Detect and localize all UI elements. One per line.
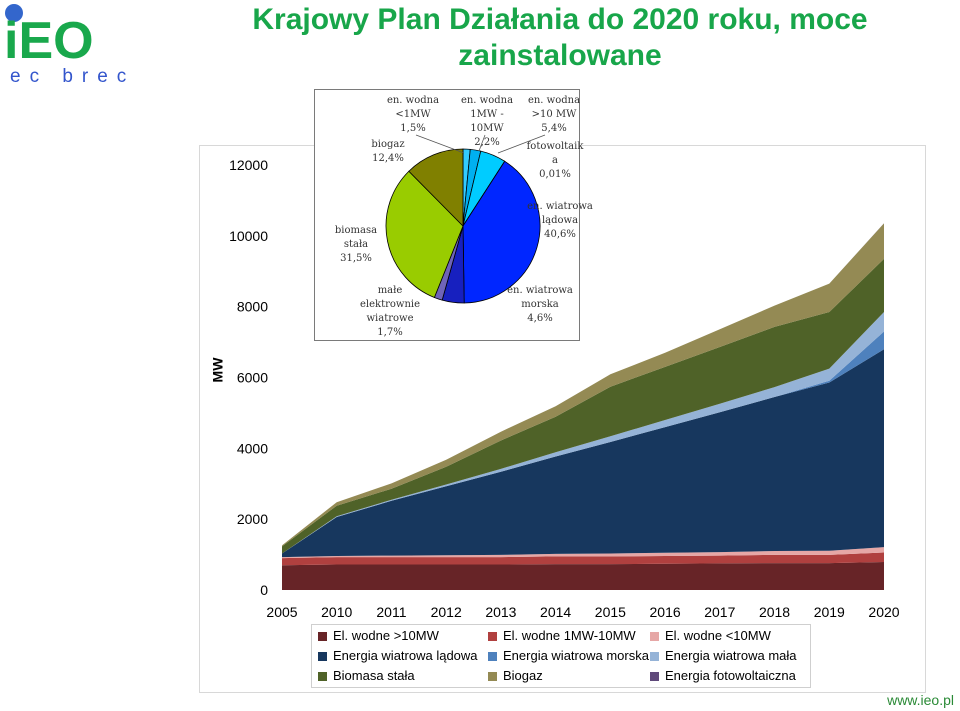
pie-label: biomasa stała 31,5% — [334, 225, 378, 264]
y-tick-label: 8000 — [237, 299, 268, 315]
legend-item: El. wodne >10MW — [318, 628, 439, 643]
x-tick-label: 2013 — [485, 604, 516, 620]
pie-slice — [462, 160, 541, 304]
x-tick-label: 2017 — [704, 604, 735, 620]
area-series-el-wodne-1mw-10mw — [282, 552, 884, 566]
y-tick-label: 12000 — [229, 157, 268, 173]
y-tick-label: 4000 — [237, 440, 268, 456]
pie-slice — [408, 148, 464, 227]
area-series-el-wodne-10mw — [282, 562, 884, 590]
legend-swatch — [318, 672, 327, 682]
legend-swatch — [488, 672, 497, 682]
legend-swatch — [488, 652, 497, 662]
pie-label: biogaz 12,4% — [371, 139, 405, 164]
legend-swatch — [318, 652, 327, 662]
area-series-energia-wiatrowa-lądowa — [282, 349, 884, 558]
legend-label: Biogaz — [503, 668, 543, 683]
legend-item: Biogaz — [488, 668, 543, 683]
pie-leader-line — [478, 134, 486, 152]
legend-swatch — [488, 632, 497, 642]
legend-label: Energia wiatrowa lądowa — [333, 648, 478, 663]
legend-label: Energia wiatrowa morska — [503, 648, 649, 663]
pie-label: en. wiatrowa morska 4,6% — [507, 285, 573, 324]
legend-label: Biomasa stała — [333, 668, 415, 683]
footer-url[interactable]: www.ieo.pl — [887, 692, 954, 708]
pie-chart — [385, 134, 546, 304]
x-tick-label: 2011 — [376, 604, 406, 620]
legend-label: Energia wiatrowa mała — [665, 648, 797, 663]
legend-swatch — [318, 632, 327, 642]
legend-swatch — [650, 672, 659, 682]
legend-swatch — [650, 632, 659, 642]
x-tick-label: 2019 — [814, 604, 845, 620]
pie-label: fotowoltaik a 0,01% — [526, 141, 584, 180]
pie-label: en. wiatrowa lądowa 40,6% — [527, 201, 593, 240]
x-tick-label: 2014 — [540, 604, 571, 620]
legend-item: El. wodne <10MW — [650, 628, 771, 643]
ieo-logo: iEO ec brec — [4, 4, 135, 87]
x-tick-label: 2015 — [595, 604, 626, 620]
x-tick-label: 2018 — [759, 604, 790, 620]
x-tick-label: 2012 — [431, 604, 462, 620]
legend-label: El. wodne >10MW — [333, 628, 439, 643]
area-series-biomasa-stała — [282, 258, 884, 554]
legend-item: El. wodne 1MW-10MW — [488, 628, 636, 643]
chart-legend: El. wodne >10MW El. wodne 1MW-10MW El. wod… — [311, 624, 811, 688]
logo-dot — [5, 4, 23, 22]
x-tick-label: 2010 — [321, 604, 352, 620]
pie-label: en. wodna 1MW - 10MW 2,2% — [460, 95, 514, 148]
pie-leader-line — [415, 134, 465, 154]
y-tick-label: 6000 — [237, 370, 268, 386]
area-series-el-wodne-10mw — [282, 547, 884, 559]
legend-item: Energia wiatrowa mała — [650, 648, 797, 663]
legend-swatch — [650, 652, 659, 662]
pie-label: małe elektrownie wiatrowe 1,7% — [359, 285, 421, 338]
pie-inset — [314, 89, 580, 341]
pie-label: en. wodna >10 MW 5,4% — [527, 95, 581, 134]
legend-label: Energia fotowoltaiczna — [665, 668, 796, 683]
y-tick-label: 10000 — [229, 228, 268, 244]
legend-label: El. wodne 1MW-10MW — [503, 628, 636, 643]
page-title: Krajowy Plan Działania do 2020 roku, moc… — [252, 3, 868, 72]
pie-leader-line — [497, 134, 546, 154]
svg-text:iEO: iEO — [4, 12, 94, 70]
svg-text:ec brec: ec brec — [10, 66, 135, 87]
y-tick-label: 0 — [260, 582, 268, 598]
area-series-biogaz — [282, 223, 884, 547]
pie-label: en. wodna <1MW 1,5% — [386, 95, 440, 134]
legend-item: Energia fotowoltaiczna — [650, 668, 796, 683]
x-tick-label: 2020 — [868, 604, 899, 620]
legend-label: El. wodne <10MW — [665, 628, 771, 643]
y-tick-label: 2000 — [237, 511, 268, 527]
x-tick-label: 2016 — [650, 604, 681, 620]
legend-item: Energia wiatrowa morska — [488, 648, 649, 663]
pie-slice — [385, 170, 464, 299]
x-tick-label: 2005 — [266, 604, 297, 620]
y-axis-label: MW — [209, 357, 226, 383]
legend-item: Energia wiatrowa lądowa — [318, 648, 478, 663]
legend-item: Biomasa stała — [318, 668, 415, 683]
